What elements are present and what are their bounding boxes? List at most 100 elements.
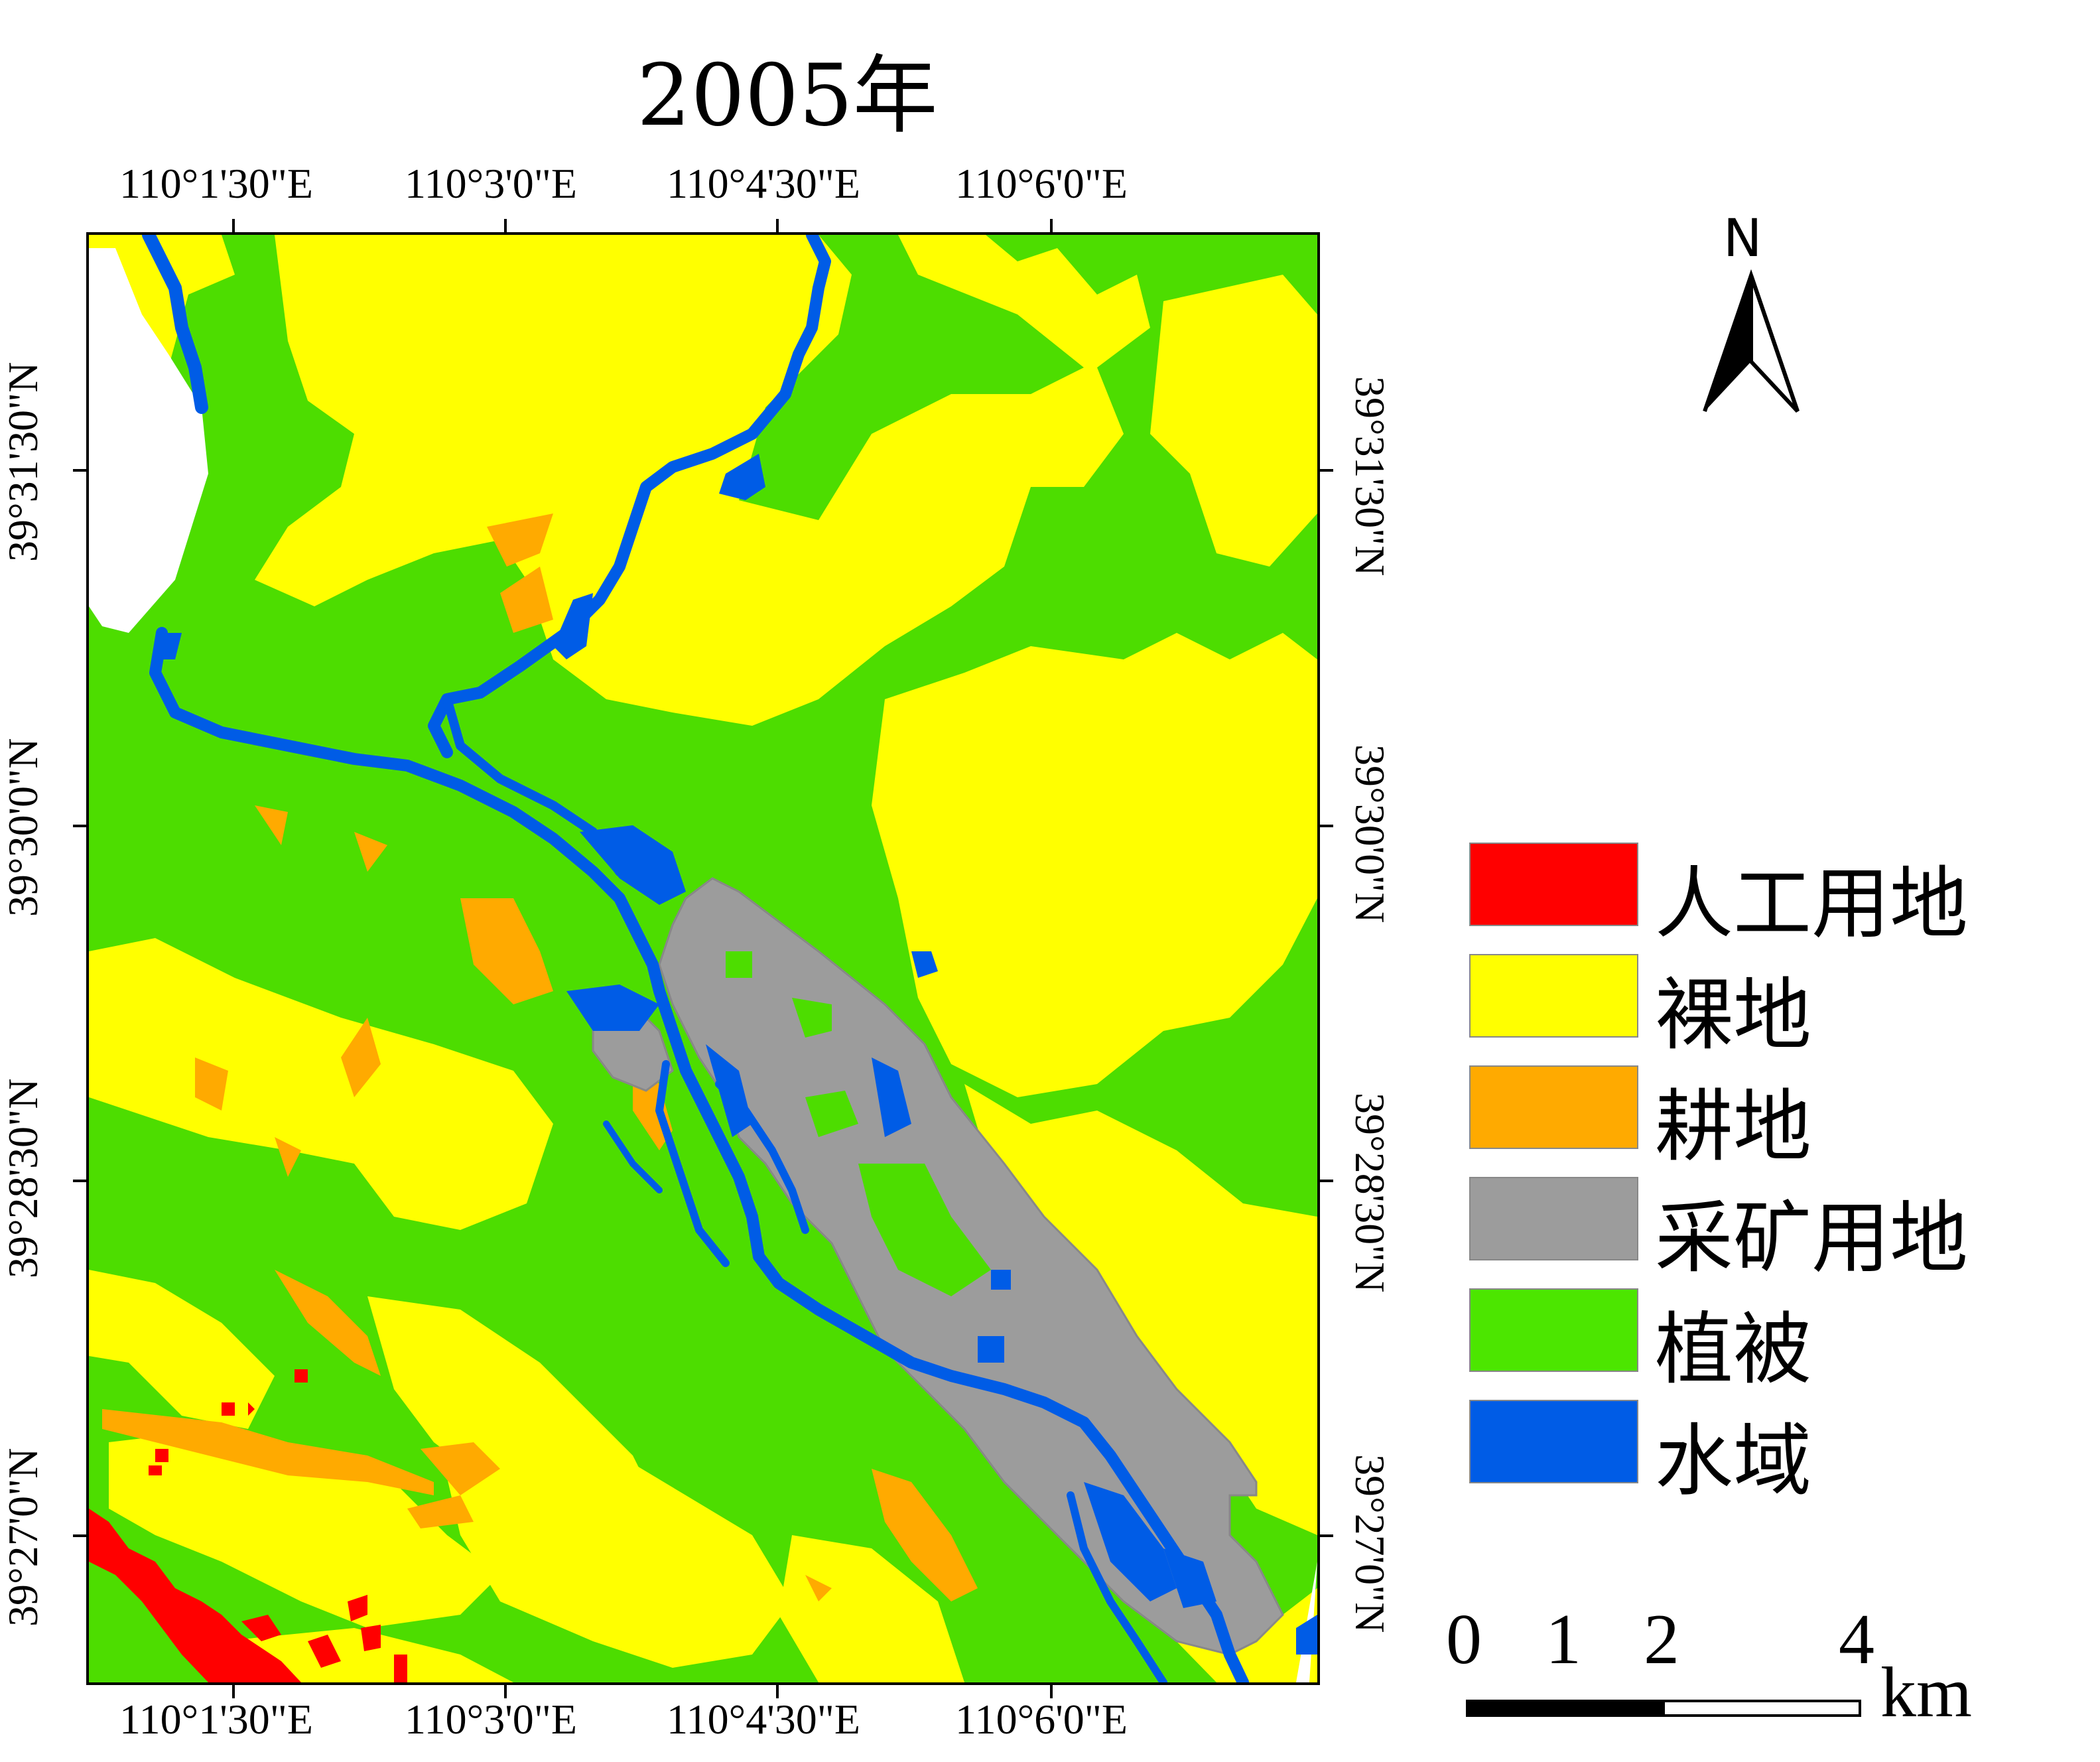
bare-land-patch [872,633,1317,1097]
lon-label-top-2: 110°3'0"E [405,160,577,207]
north-arrow-icon [1703,269,1800,413]
water-patch [1296,1615,1317,1655]
scale-tick-label: 0 [1446,1600,1482,1679]
tick [1320,469,1333,472]
water-areas [162,454,1317,1655]
land-use-raster [89,235,1317,1682]
tick [232,219,235,232]
cultivated-patch [487,513,553,567]
lon-label-bottom-2: 110°3'0"E [405,1696,577,1743]
river-channel [142,235,208,414]
lat-label-right-2: 39°30'0"N [1346,744,1394,923]
bare-land-areas [89,235,1317,1682]
tick [504,219,507,232]
water-patch [553,593,593,659]
tick [73,825,86,827]
scale-unit: km [1880,1653,1973,1732]
cultivated-patch [102,1409,434,1495]
scale-tick-label: 2 [1644,1600,1679,1679]
artificial-patch [248,1402,255,1416]
tick [73,1534,86,1537]
cultivated-patch [460,898,553,1004]
lat-label-right-3: 39°28'30"N [1346,1093,1394,1293]
legend-item-vegetation: 植被 [1469,1288,2000,1395]
scale-bar: 0 1 2 4 km [1446,1599,2063,1738]
river-channel [1067,1491,1167,1682]
legend-item-cultivated: 耕地 [1469,1065,2000,1172]
river-channel [655,1060,730,1267]
bare-land-patch [1150,275,1317,567]
cultivated-patch [872,1469,978,1601]
legend-item-mining: 采矿用地 [1469,1177,2000,1284]
bare-land-patch [222,1628,513,1682]
water-patch [991,1270,1011,1290]
legend-swatch [1469,843,1638,926]
tick [776,1685,779,1698]
lat-label-left-1: 39°31'30"N [0,362,46,562]
cultivated-patch [275,1137,301,1177]
cultivated-patch [805,1575,832,1601]
legend-label: 裸地 [1655,969,1812,1061]
tick [504,1685,507,1698]
legend-swatch [1469,1400,1638,1483]
vegetation-patch [726,951,752,978]
lon-label-bottom-4: 110°6'0"E [955,1696,1128,1743]
cultivated-land-areas [102,513,978,1601]
legend-item-artificial: 人工用地 [1469,843,2000,949]
lon-label-top-4: 110°6'0"E [955,160,1128,207]
cultivated-patch [341,1018,381,1097]
scale-bar-graphic [1466,1700,1861,1717]
water-patch [566,984,659,1031]
legend-label: 人工用地 [1655,858,1969,949]
legend-label: 采矿用地 [1655,1192,1969,1284]
vegetation-patch [805,1091,858,1137]
river-channel [428,235,831,758]
river-channel [603,1120,663,1193]
artificial-patch [222,1402,235,1416]
water-patch [580,825,686,905]
north-label: N [1723,209,1762,269]
tick [1320,1180,1333,1182]
legend-swatch [1469,954,1638,1038]
water-patch [1163,1548,1216,1608]
artificial-patch [149,1465,162,1475]
bare-land-patch [779,1535,964,1682]
water-patch [719,454,765,500]
bare-land-patch [255,235,1150,726]
tick [1320,825,1333,827]
no-data-area [89,248,208,633]
legend-swatch [1469,1288,1638,1372]
cultivated-patch [195,1057,228,1111]
tick [1050,1685,1053,1698]
cultivated-patch [500,567,553,633]
bare-land-patch [109,1429,500,1628]
artificial-land-areas [89,1369,407,1682]
artificial-patch [155,1449,168,1462]
lon-label-bottom-3: 110°4'30"E [667,1696,860,1743]
legend-label: 水域 [1655,1415,1812,1507]
artificial-patch [308,1635,341,1668]
cultivated-patch [275,1270,381,1376]
bare-land-patch [421,1363,792,1668]
artificial-patch [89,1509,301,1682]
tick [73,469,86,472]
legend-swatch [1469,1177,1638,1260]
river-channel [149,627,1249,1682]
cultivated-patch [255,805,288,845]
bare-land-patch [964,1084,1317,1535]
water-patch [872,1057,911,1137]
bare-land-patch [89,938,553,1230]
cultivated-patch [421,1442,500,1495]
lat-label-right-1: 39°31'30"N [1346,376,1394,576]
artificial-patch [394,1655,407,1682]
tick [1320,1534,1333,1537]
land-use-map [86,232,1320,1685]
tick [776,219,779,232]
lat-label-left-3: 39°28'30"N [0,1078,46,1278]
water-patch [911,951,938,978]
lon-label-top-3: 110°4'30"E [667,160,860,207]
water-patch [162,633,182,659]
legend-label: 植被 [1655,1304,1812,1395]
cultivated-patch [407,1495,474,1528]
legend-swatch [1469,1065,1638,1149]
